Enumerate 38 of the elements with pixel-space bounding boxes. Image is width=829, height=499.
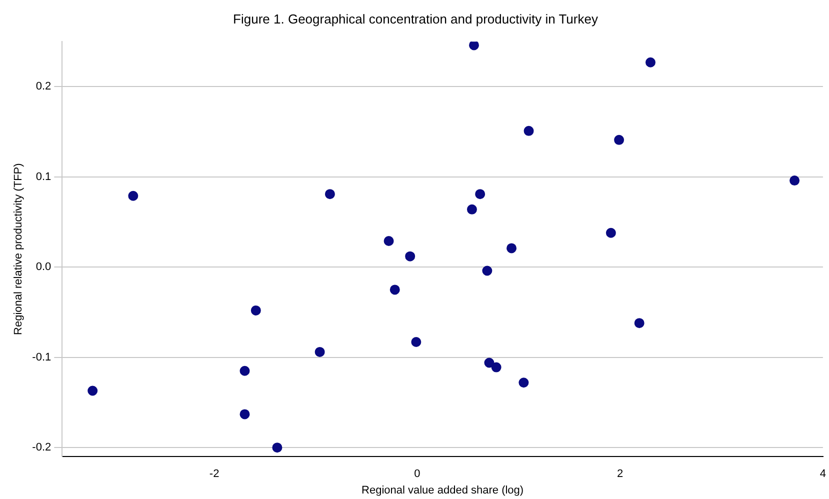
point [475,189,486,200]
chart-title: Figure 1. Geographical concentration and productivity in Turkey [233,11,598,26]
point [634,318,644,328]
point [314,346,325,357]
point [468,42,479,50]
point [250,305,261,316]
point [645,57,656,68]
x-tick-label: 2 [617,468,624,480]
y-tick-label: 0.2 [36,80,52,93]
x-tick-label: -2 [209,468,220,480]
y-axis-title: Regional relative productivity (TFP) [12,163,25,335]
point [128,190,138,201]
point [524,126,534,136]
point [506,243,517,254]
point [518,378,529,388]
point [411,337,422,348]
point [491,362,502,372]
point [88,386,98,396]
point [790,176,800,186]
point [484,358,494,368]
point [272,442,282,453]
point [240,409,250,420]
point [390,284,400,295]
point [466,204,477,214]
point [614,134,624,145]
y-tick-label: 0.1 [36,170,52,183]
point [482,266,492,276]
point [384,236,394,246]
point [324,189,335,200]
point [240,366,250,376]
point [405,251,416,262]
x-tick-label: 4 [820,468,826,480]
y-tick-label: -0.1 [32,351,52,364]
x-tick-label: 0 [414,468,420,480]
x-axis-title: Regional value added share (log) [362,484,524,496]
point [606,228,616,238]
y-tick-label: -0.2 [32,442,52,454]
y-tick-label: 0.0 [36,261,52,274]
